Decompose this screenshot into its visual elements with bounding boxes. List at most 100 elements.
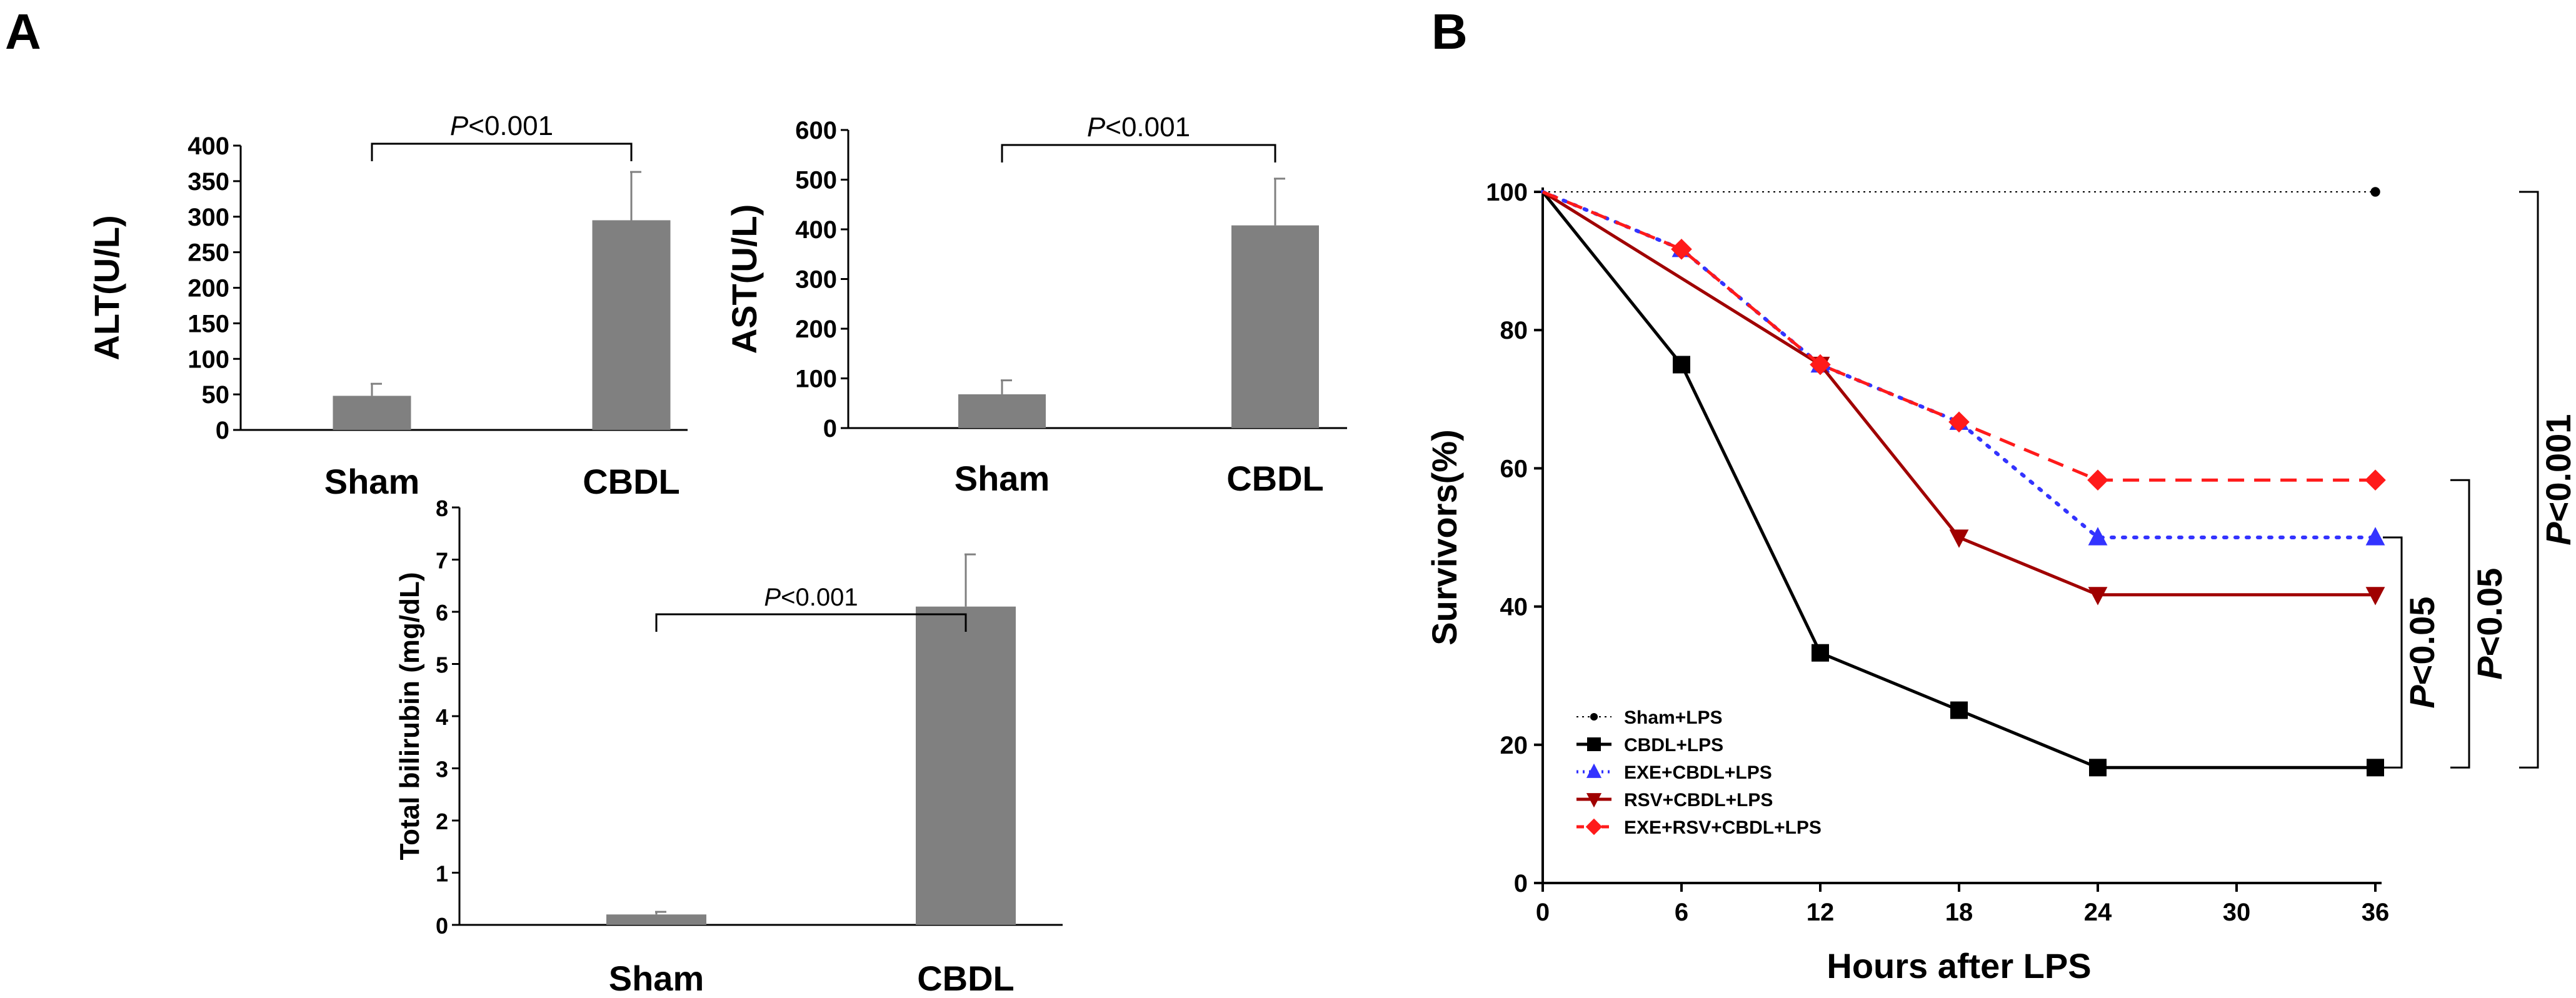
data-point [1812, 644, 1829, 662]
category-label: Sham [955, 459, 1050, 498]
data-point [1949, 529, 1969, 548]
data-point [2365, 469, 2386, 491]
bar-cbdl [916, 606, 1016, 925]
alt-bar-chart: 0 50 100 150 200 250 300 350 400 ALT(U/L) Sham CBDL… [87, 111, 688, 501]
data-point [2365, 587, 2385, 606]
y-tick-label: 0 [823, 415, 837, 442]
y-tick-label: 6 [436, 600, 448, 626]
legend-marker [1587, 737, 1601, 751]
p-value-label-value: <0.001 [468, 111, 553, 141]
y-tick-label: 1 [436, 861, 448, 887]
y-axis-label: ALT(U/L) [87, 215, 126, 360]
category-label: CBDL [1226, 459, 1324, 498]
p-value-label-p: P [450, 111, 469, 141]
y-tick-label: 50 [202, 381, 230, 409]
panel-b-label: B [1431, 4, 1468, 59]
legend-label: Sham+LPS [1624, 707, 1723, 728]
comparison-p-value-p: P [2402, 685, 2442, 709]
x-axis-label: Hours after LPS [1827, 946, 2091, 986]
data-point [1950, 701, 1968, 719]
data-point [2365, 527, 2385, 546]
comparison-bracket [2383, 536, 2403, 769]
significance-bracket [371, 142, 633, 161]
comparison-p-value-value: <0.001 [2538, 414, 2576, 522]
bar-sham [333, 396, 411, 430]
comparison-p-value: P<0.001 [2538, 414, 2576, 546]
x-tick-label: 36 [2362, 899, 2390, 926]
survival-line-chart: 0 20 40 60 80 100 0 6 12 18 24 30 36 Hours after LPS S… [1425, 179, 2576, 986]
data-point [2088, 587, 2108, 606]
y-tick-label: 400 [795, 216, 837, 244]
y-tick-label: 0 [1514, 870, 1528, 897]
comparison-p-value-value: <0.05 [2470, 568, 2509, 657]
legend-marker [1586, 763, 1602, 778]
y-axis-label: AST(U/L) [724, 204, 764, 354]
y-tick-label: 300 [188, 204, 229, 231]
p-value-label-value: <0.001 [1105, 112, 1190, 142]
significance-bracket [655, 613, 967, 632]
y-tick-label: 4 [436, 704, 448, 730]
legend-label: CBDL+LPS [1624, 735, 1723, 756]
y-tick-label: 100 [795, 366, 837, 393]
comparison-p-value-p: P [2538, 522, 2576, 546]
legend-label: RSV+CBDL+LPS [1624, 790, 1773, 811]
y-tick-label: 200 [795, 316, 837, 343]
y-axis-label: Survivors(%) [1425, 429, 1464, 645]
comparison-bracket [2450, 479, 2470, 769]
legend-marker [1590, 712, 1598, 721]
x-tick-label: 0 [1536, 899, 1550, 926]
y-tick-label: 100 [188, 346, 229, 373]
y-tick-label: 2 [436, 809, 448, 834]
panel-a-label: A [5, 4, 41, 59]
x-tick-label: 12 [1807, 899, 1835, 926]
series-line [1541, 191, 2375, 769]
y-tick-label: 150 [188, 310, 229, 337]
y-tick-label: 200 [188, 275, 229, 302]
y-axis-label: Total bilirubin (mg/dL) [394, 572, 425, 860]
p-value-label-value: <0.001 [781, 584, 858, 611]
legend-label: EXE+CBDL+LPS [1624, 762, 1772, 783]
y-tick-label: 20 [1500, 732, 1528, 759]
y-tick-label: 5 [436, 652, 448, 678]
y-tick-label: 0 [436, 913, 448, 939]
p-value-label-p: P [1087, 112, 1106, 142]
x-tick-label: 30 [2223, 899, 2251, 926]
y-tick-label: 0 [216, 417, 229, 444]
data-point [2087, 469, 2108, 491]
data-point [1671, 238, 1692, 260]
legend: Sham+LPS CBDL+LPS EXE+CBDL+LPS RSV+CBDL+LPS… [1576, 707, 1822, 838]
y-tick-label: 8 [436, 496, 448, 521]
legend-marker [1585, 818, 1603, 836]
data-point [1948, 411, 1970, 433]
y-tick-label: 250 [188, 239, 229, 267]
bar-sham [606, 914, 706, 925]
comparison-p-value-p: P [2470, 656, 2509, 680]
y-tick-label: 400 [188, 132, 229, 160]
x-tick-label: 18 [1945, 899, 1973, 926]
bar-sham [958, 394, 1046, 428]
data-point [2367, 759, 2384, 777]
y-tick-label: 300 [795, 266, 837, 294]
p-value-label-p: P [764, 584, 781, 611]
comparison-p-value: P<0.05 [2470, 568, 2509, 680]
series-cbdl-lps [1541, 191, 2384, 777]
bilirubin-bar-chart: 0 1 2 3 4 5 6 7 8 Total bilirubin (mg/dL) Sham CBDL… [394, 496, 1063, 998]
y-tick-label: 3 [436, 757, 448, 782]
y-tick-label: 100 [1486, 179, 1528, 206]
y-tick-label: 80 [1500, 317, 1528, 344]
series-sham-lps [1543, 187, 2380, 197]
category-label: Sham [324, 462, 420, 501]
comparison-p-value: P<0.05 [2402, 597, 2442, 709]
x-tick-label: 24 [2084, 899, 2112, 926]
y-tick-label: 60 [1500, 455, 1528, 482]
data-point [2370, 187, 2380, 197]
series-rsv-cbdl-lps [1541, 190, 2385, 606]
p-value-label: P<0.001 [764, 584, 858, 611]
ast-bar-chart: 0 100 200 300 400 500 600 AST(U/L) Sham CBDL P<0.0… [724, 112, 1347, 498]
bar-cbdl [1231, 225, 1319, 428]
category-label: CBDL [583, 462, 680, 501]
y-tick-label: 7 [436, 548, 448, 574]
legend-marker [1586, 793, 1602, 808]
y-tick-label: 40 [1500, 594, 1528, 621]
x-tick-label: 6 [1675, 899, 1688, 926]
